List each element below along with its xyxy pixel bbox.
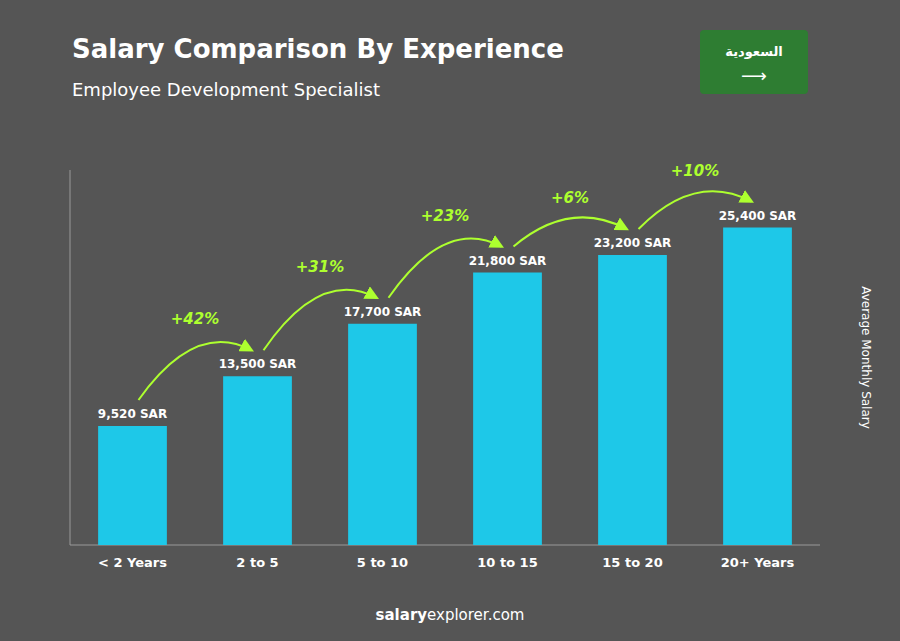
change-arrow xyxy=(639,191,752,229)
bar xyxy=(473,273,542,546)
data-label: 23,200 SAR xyxy=(594,236,672,250)
data-label: 9,520 SAR xyxy=(98,407,167,421)
footer-rest: explorer.com xyxy=(427,606,524,624)
footer: salaryexplorer.com xyxy=(376,606,525,624)
change-arrow xyxy=(389,238,502,297)
chart: Salary Comparison By Experience Employee … xyxy=(0,0,900,641)
badge-text: السعودية xyxy=(725,44,783,59)
bar xyxy=(723,228,792,546)
x-axis-line xyxy=(70,545,820,546)
bar xyxy=(598,255,667,545)
annotation: +42% xyxy=(171,310,219,328)
x-tick-label: 5 to 10 xyxy=(357,555,408,570)
bars xyxy=(98,228,792,546)
data-label: 21,800 SAR xyxy=(469,254,547,268)
badge xyxy=(700,30,808,94)
title: Salary Comparison By Experience xyxy=(72,34,564,64)
annotation: +10% xyxy=(671,162,719,180)
y-axis-label: Average Monthly Salary xyxy=(859,286,873,429)
data-label: 13,500 SAR xyxy=(219,357,297,371)
x-tick-label: 20+ Years xyxy=(721,555,795,570)
background xyxy=(0,0,900,641)
change-arrow xyxy=(264,290,377,351)
x-tick-label: 2 to 5 xyxy=(236,555,278,570)
x-tick-label: 10 to 15 xyxy=(477,555,537,570)
subtitle: Employee Development Specialist xyxy=(72,79,380,100)
x-tick-label: 15 to 20 xyxy=(602,555,662,570)
annotation: +23% xyxy=(421,207,469,225)
badge-symbol: ⟶ xyxy=(741,65,767,86)
x-tick-label: < 2 Years xyxy=(98,555,167,570)
change-arrow xyxy=(514,217,627,246)
annotation: +6% xyxy=(551,189,589,207)
y-axis-line xyxy=(70,170,71,545)
bar xyxy=(223,376,292,545)
footer-bold: salary xyxy=(376,606,428,624)
change-arrow xyxy=(139,342,252,400)
bar xyxy=(98,426,167,545)
data-label: 17,700 SAR xyxy=(344,305,422,319)
annotation: +31% xyxy=(296,258,344,276)
bar xyxy=(348,324,417,545)
data-label: 25,400 SAR xyxy=(719,209,797,223)
